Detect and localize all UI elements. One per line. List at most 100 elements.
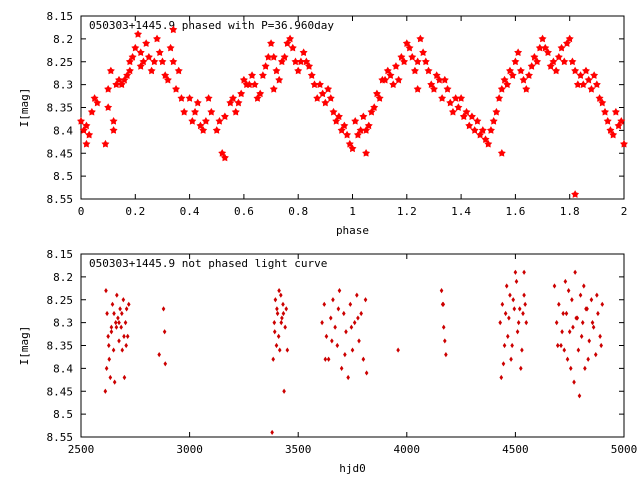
- y-tick-label: 8.45: [47, 147, 74, 160]
- data-point: [359, 112, 368, 121]
- data-point: [334, 112, 343, 121]
- data-point: [462, 107, 471, 116]
- x-tick-label: 4500: [502, 443, 529, 456]
- data-point: [161, 306, 166, 312]
- data-point: [598, 98, 607, 107]
- data-point: [277, 57, 286, 66]
- data-point: [508, 292, 512, 298]
- data-point: [204, 94, 213, 102]
- data-point: [578, 292, 583, 298]
- data-point: [134, 30, 143, 38]
- data-point: [473, 117, 482, 125]
- data-point: [589, 297, 594, 303]
- y-tick-label: 8.35: [47, 102, 74, 115]
- x-tick-label: 0.4: [180, 205, 200, 218]
- data-point: [77, 117, 85, 125]
- data-point: [193, 98, 202, 107]
- data-point: [172, 85, 181, 93]
- data-point: [357, 338, 361, 344]
- plot-frame: [80, 253, 625, 438]
- y-tick-label: 8.5: [53, 170, 73, 183]
- x-tick-label: 1.6: [505, 205, 525, 218]
- data-point: [565, 356, 570, 362]
- data-point: [519, 75, 528, 84]
- data-point: [123, 71, 132, 79]
- data-point: [280, 52, 289, 61]
- data-point: [421, 57, 430, 66]
- data-point: [136, 62, 145, 70]
- data-point: [498, 320, 502, 326]
- data-point: [269, 85, 278, 93]
- data-point: [557, 301, 561, 307]
- data-point: [320, 320, 324, 326]
- data-point: [280, 315, 284, 321]
- data-point: [439, 288, 444, 294]
- data-point: [361, 356, 366, 362]
- data-point: [375, 94, 384, 102]
- data-point: [117, 320, 121, 326]
- data-point: [484, 139, 493, 148]
- data-point: [87, 107, 96, 116]
- data-point: [122, 333, 126, 339]
- data-point: [128, 52, 137, 61]
- data-point: [285, 347, 290, 353]
- y-tick-label: 8.15: [47, 248, 74, 261]
- data-point: [118, 306, 122, 312]
- data-point: [331, 297, 335, 303]
- data-point: [595, 292, 599, 298]
- data-point: [120, 310, 124, 317]
- data-point: [582, 66, 590, 75]
- data-point: [555, 342, 560, 349]
- data-point: [142, 39, 151, 47]
- data-point: [294, 66, 303, 75]
- data-point: [465, 121, 474, 130]
- data-point: [349, 324, 354, 330]
- data-point: [229, 94, 238, 102]
- data-point: [218, 149, 227, 157]
- data-point: [400, 57, 409, 66]
- data-point: [524, 320, 529, 326]
- data-point: [226, 98, 235, 107]
- data-point: [336, 306, 341, 312]
- x-tick-label: 1.2: [397, 205, 417, 218]
- data-point: [495, 94, 504, 102]
- unphased-light-curve-plot: 2500 3000 3500 4000 4500 5000 8.15 8.2 8.25 8.3 8.…: [18, 248, 637, 475]
- data-point: [174, 66, 183, 75]
- data-point: [522, 269, 526, 275]
- data-point: [467, 112, 476, 121]
- x-tick-label: 0: [78, 205, 85, 218]
- data-point: [367, 107, 376, 116]
- data-point: [582, 283, 586, 289]
- data-point: [234, 98, 243, 107]
- data-point: [106, 333, 110, 339]
- x-tick-label: 3500: [285, 443, 312, 456]
- data-point: [554, 320, 559, 326]
- data-point: [163, 75, 172, 84]
- data-point: [457, 94, 466, 102]
- data-point: [153, 34, 162, 43]
- data-point: [332, 117, 341, 125]
- data-point: [275, 306, 279, 312]
- data-point: [275, 75, 284, 84]
- data-point: [557, 43, 566, 52]
- data-point: [601, 107, 609, 116]
- y-tick-label: 8.3: [53, 79, 73, 92]
- data-point: [543, 48, 552, 56]
- data-point: [109, 324, 114, 330]
- data-point: [114, 324, 119, 330]
- data-point: [566, 288, 571, 294]
- data-point: [162, 329, 167, 335]
- data-point: [383, 66, 392, 75]
- data-point: [103, 388, 108, 394]
- data-point: [363, 297, 368, 303]
- data-point: [570, 297, 574, 303]
- data-point: [563, 278, 568, 285]
- data-point: [470, 126, 479, 134]
- data-point: [315, 80, 324, 89]
- data-point: [286, 34, 295, 43]
- x-tick-label: 3000: [176, 443, 203, 456]
- y-tick-label: 8.45: [47, 385, 74, 398]
- data-point: [346, 374, 350, 381]
- data-point: [261, 62, 270, 70]
- data-point: [609, 130, 618, 139]
